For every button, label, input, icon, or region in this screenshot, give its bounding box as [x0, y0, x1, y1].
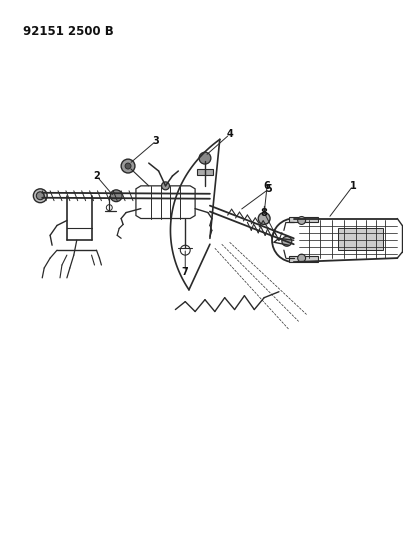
Text: 92151 2500 B: 92151 2500 B	[22, 25, 113, 37]
Polygon shape	[196, 169, 212, 175]
Circle shape	[258, 213, 269, 224]
Circle shape	[297, 216, 305, 224]
Circle shape	[110, 190, 122, 201]
Text: 1: 1	[349, 181, 356, 191]
Text: 5: 5	[265, 184, 272, 194]
Text: 7: 7	[181, 267, 188, 277]
Circle shape	[33, 189, 47, 203]
Circle shape	[121, 159, 134, 173]
Text: 8: 8	[260, 207, 267, 217]
Circle shape	[297, 254, 305, 262]
Circle shape	[161, 182, 169, 190]
Text: 3: 3	[152, 136, 159, 147]
Text: 6: 6	[263, 181, 270, 191]
Polygon shape	[337, 229, 382, 250]
Circle shape	[36, 192, 44, 200]
Circle shape	[281, 236, 291, 246]
Text: 4: 4	[226, 130, 232, 140]
Circle shape	[125, 163, 131, 169]
Text: 2: 2	[93, 171, 100, 181]
Circle shape	[198, 152, 210, 164]
Polygon shape	[288, 216, 318, 222]
Polygon shape	[288, 256, 318, 262]
